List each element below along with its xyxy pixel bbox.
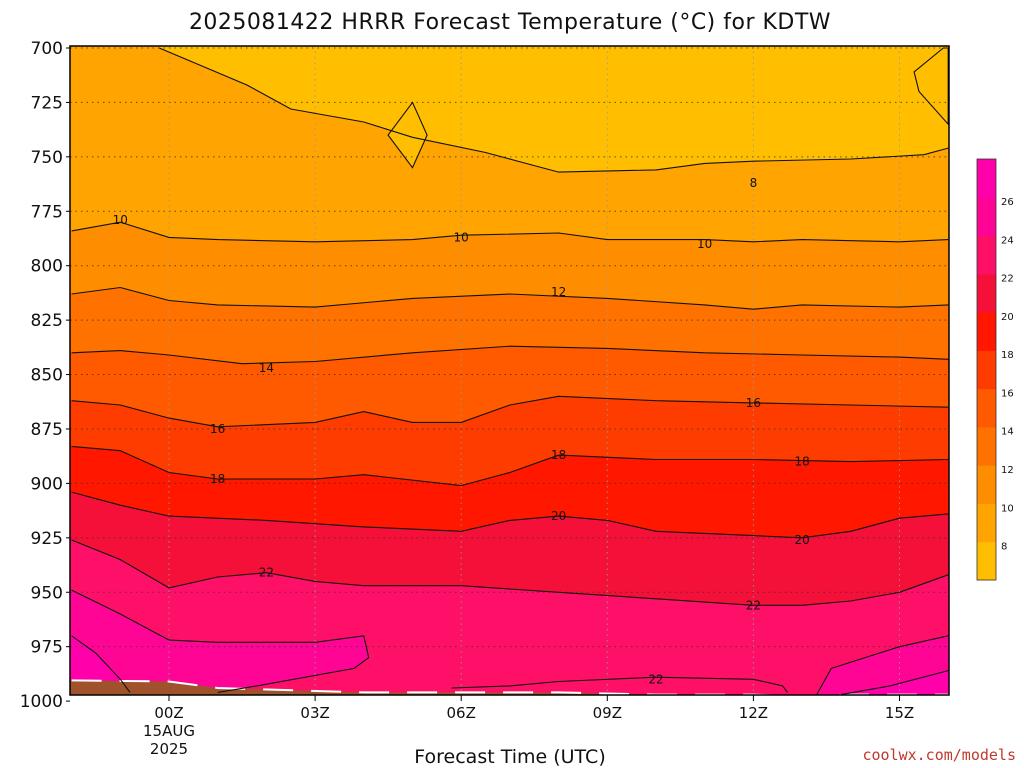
colorbar-swatch	[977, 388, 996, 428]
isotherm-lines	[71, 47, 949, 695]
colorbar-swatch	[977, 541, 996, 581]
contour-label: 18	[794, 455, 809, 469]
contour-label: 18	[551, 448, 566, 462]
colorbar-swatch	[977, 273, 996, 313]
credit-text: coolwx.com/models	[862, 746, 1016, 764]
colorbar-swatch	[977, 159, 996, 198]
band-fill-8-pocket	[914, 48, 949, 125]
contour-label: 14	[259, 361, 274, 375]
isotherm-24	[816, 635, 949, 695]
y-tick-label: 800	[31, 257, 63, 277]
x-tick-label: 00Z	[154, 704, 183, 722]
y-tick-label: 975	[31, 638, 63, 658]
isotherm-26	[71, 635, 131, 693]
y-tick-label: 725	[31, 93, 63, 113]
colorbar-tick-label: 16	[1001, 388, 1014, 399]
isotherm-closed-8	[387, 101, 428, 169]
y-tick-label: 950	[31, 583, 63, 603]
contour-label: 16	[210, 422, 225, 436]
x-tick-date: 15AUG	[143, 722, 195, 740]
colorbar-tick-label: 26	[1001, 197, 1014, 208]
y-axis-ticks: 700 725 750 775 800 825 850 875 900 925 950 975 1000	[20, 39, 70, 712]
x-tick-label: 03Z	[300, 704, 329, 722]
contour-label: 20	[794, 533, 809, 547]
colorbar-tick-label: 24	[1001, 235, 1014, 246]
colorbar-swatch	[977, 197, 996, 237]
contour-label: 20	[551, 509, 566, 523]
colorbar-tick-label: 8	[1001, 542, 1007, 553]
colorbar-swatch	[977, 235, 996, 275]
colorbar-swatch	[977, 465, 996, 504]
contour-label: 22	[648, 672, 663, 686]
isotherm-14	[71, 345, 949, 365]
isotherm-18	[71, 445, 949, 487]
y-tick-label: 825	[31, 311, 63, 331]
contour-label: 8	[750, 176, 758, 190]
x-tick-label: 12Z	[739, 704, 768, 722]
colorbar-tick-label: 20	[1001, 312, 1014, 323]
isotherm-22	[451, 676, 788, 693]
colorbar-tick-label: 18	[1001, 350, 1014, 361]
colorbar-swatch	[977, 312, 996, 351]
colorbar-swatch	[977, 350, 996, 390]
contour-labels: 8 10 10 10 12 14 16 16 18 18 18 20 20 22 22 22	[113, 176, 810, 686]
contour-label: 10	[113, 213, 128, 227]
contour-label: 10	[697, 237, 712, 251]
y-tick-label: 850	[31, 366, 63, 386]
isotherm-closed-8	[913, 47, 949, 126]
colorbar-tick-label: 10	[1001, 503, 1014, 514]
band-fill-8	[159, 46, 949, 173]
isotherm-16	[71, 395, 949, 428]
contour-label: 18	[210, 472, 225, 486]
colorbar-frame	[976, 158, 997, 581]
y-tick-label: 750	[31, 148, 63, 168]
chart-title: 2025081422 HRRR Forecast Temperature (°C…	[189, 10, 831, 35]
isotherm-12	[71, 286, 949, 310]
y-tick-label: 900	[31, 474, 63, 494]
colorbar-swatch	[977, 503, 996, 543]
contour-label: 10	[454, 230, 469, 244]
colorbar-tick-label: 14	[1001, 427, 1014, 438]
band-fill-26-right	[841, 670, 949, 695]
y-tick-label: 1000	[20, 692, 63, 712]
colorbar: 8 10 12 14 16 18 20 22 24 26	[976, 158, 1014, 581]
x-tick-label: 06Z	[447, 704, 476, 722]
x-tick-label: 15Z	[885, 704, 914, 722]
surface-ground	[70, 680, 949, 695]
x-axis-label: Forecast Time (UTC)	[414, 746, 605, 768]
contour-label: 22	[746, 598, 761, 612]
isotherm-10	[71, 221, 949, 243]
contour-label: 12	[551, 285, 566, 299]
isotherm-24	[71, 589, 370, 693]
x-tick-label: 09Z	[593, 704, 622, 722]
y-tick-label: 700	[31, 39, 63, 59]
y-tick-label: 925	[31, 529, 63, 549]
isotherm-20	[71, 491, 949, 539]
colorbar-swatch	[977, 426, 996, 466]
contour-label: 22	[259, 566, 274, 580]
colorbar-tick-label: 12	[1001, 465, 1014, 476]
plot-frame	[69, 45, 950, 696]
contour-label: 16	[746, 396, 761, 410]
plot-area: 8 10 10 10 12 14 16 16 18 18 18 20 20 22 22 22	[70, 46, 949, 695]
isotherm-22	[71, 539, 949, 606]
isotherm-8	[159, 47, 949, 173]
colorbar-tick-label: 22	[1001, 274, 1014, 285]
band-fill-8-pocket	[388, 102, 428, 168]
y-tick-label: 775	[31, 202, 63, 222]
isotherm-26	[841, 670, 949, 695]
x-tick-year: 2025	[150, 740, 188, 758]
y-tick-label: 875	[31, 420, 63, 440]
